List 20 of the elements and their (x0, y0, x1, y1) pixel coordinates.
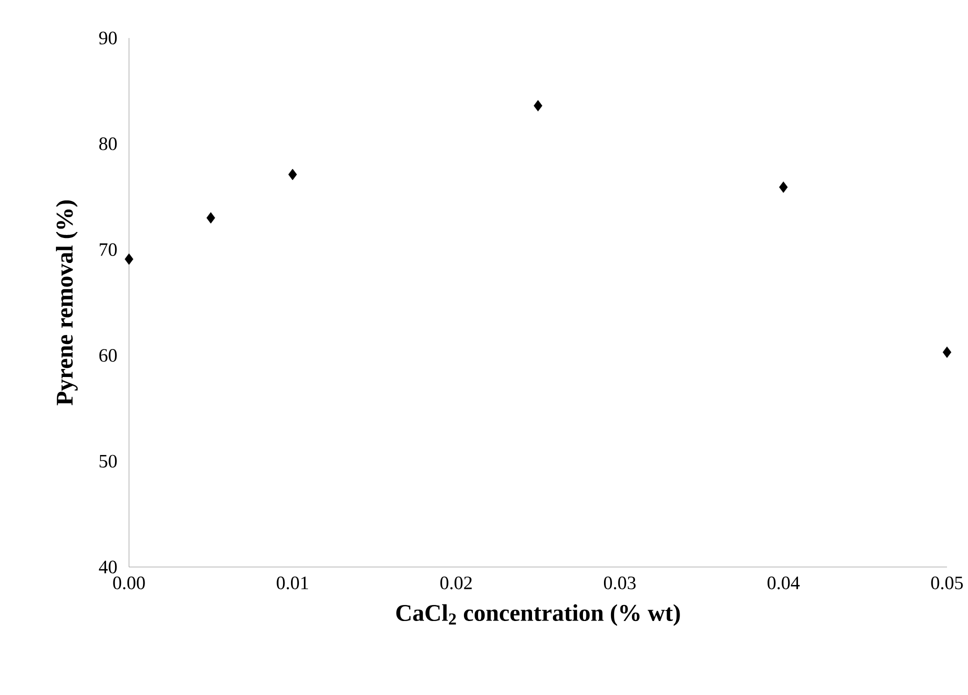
point (206, 212, 216, 224)
x-tick-label: 0.00 (113, 576, 145, 590)
y-tick-label: 50 (100, 454, 117, 468)
y-tick-label: 60 (99, 349, 117, 362)
x-tick-label: 0.03 (604, 576, 636, 590)
y-tick-label: 70 (100, 243, 117, 256)
y-axis-title: Pyrene removal (%) (56, 200, 78, 406)
point (288, 168, 297, 180)
point (942, 346, 952, 358)
x-tick-label: 0.02 (440, 576, 472, 590)
point (534, 100, 542, 112)
x-tick-label: 0.05 (931, 576, 963, 590)
x-axis-title: CaCl$_{2}$ concentration (% wt) (396, 604, 680, 626)
x-tick-label: 0.04 (768, 576, 800, 590)
x-tick-label: 0.01 (276, 576, 308, 590)
y-tick-label: 40 (98, 560, 117, 574)
point (779, 181, 788, 193)
point (124, 253, 134, 265)
y-tick-label: 80 (99, 137, 117, 150)
y-tick-label: 90 (99, 32, 117, 44)
